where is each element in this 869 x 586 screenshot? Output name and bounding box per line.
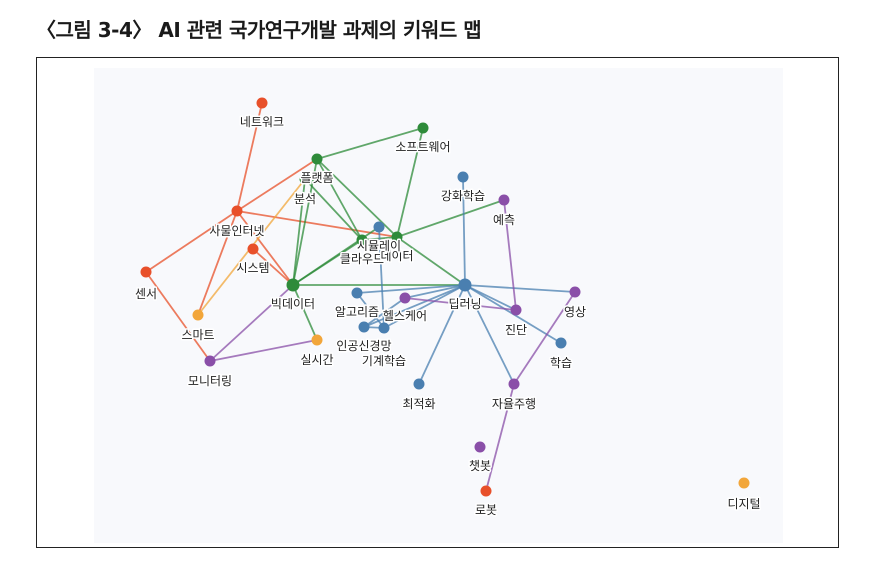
node-label-network: 네트워크	[240, 115, 284, 129]
node-optimization	[413, 378, 425, 390]
node-label-sensor: 센서	[135, 287, 157, 301]
node-reinforcement	[457, 171, 469, 183]
node-label-data: 데이터	[380, 249, 413, 263]
node-label-robot: 로봇	[475, 503, 497, 517]
node-deeplearning	[458, 278, 472, 292]
edge-monitoring-bigdata	[209, 284, 294, 362]
node-image	[569, 286, 581, 298]
edge-sensor-monitoring	[145, 271, 211, 362]
node-label-machinelearning: 기계학습	[362, 354, 406, 368]
edge-iot-smart	[197, 210, 238, 316]
node-label-algorithm: 알고리즘	[335, 305, 379, 319]
node-label-platform: 플랫폼	[300, 171, 333, 185]
node-layer	[140, 97, 750, 497]
node-label-healthcare: 헬스케어	[383, 309, 427, 323]
edge-software-platform	[316, 127, 424, 160]
plot-background	[94, 68, 783, 543]
edge-deeplearning-autonomous	[464, 284, 515, 385]
node-label-optimization: 최적화	[402, 397, 435, 411]
edge-platform-cloud	[316, 158, 363, 241]
edge-software-data	[396, 127, 424, 238]
node-label-iot: 사물인터넷	[209, 224, 264, 238]
node-label-smart: 스마트	[181, 328, 214, 342]
edge-reinforcement-deeplearning	[462, 176, 466, 286]
edge-analysis-bigdata	[292, 178, 306, 286]
node-label-bigdata: 빅데이터	[271, 297, 315, 311]
node-simulation	[373, 221, 385, 233]
node-prediction	[498, 194, 510, 206]
node-smart	[192, 309, 204, 321]
node-label-cloud: 클라우드	[340, 252, 384, 266]
node-robot	[480, 485, 492, 497]
edge-system-bigdata	[252, 248, 294, 286]
node-platform	[311, 153, 323, 165]
node-label-neuralnet: 인공신경망	[336, 339, 391, 353]
node-data	[391, 231, 403, 243]
edge-deeplearning-machinelearning	[383, 284, 466, 329]
edge-diagnosis-healthcare	[404, 297, 517, 311]
edge-simulation-machinelearning	[378, 226, 385, 329]
node-label-monitoring: 모니터링	[188, 374, 232, 388]
node-label-autonomous: 자율주행	[492, 396, 536, 411]
node-diagnosis	[510, 304, 522, 316]
node-label-image: 영상	[564, 305, 586, 319]
edge-deeplearning-algorithm	[356, 284, 466, 294]
node-neuralnet	[358, 321, 370, 333]
node-software	[417, 122, 429, 134]
edge-deeplearning-neuralnet	[363, 284, 466, 328]
node-label-chatbot: 챗봇	[469, 458, 491, 473]
node-label-system: 시스템	[236, 261, 269, 275]
node-label-digital: 디지털	[727, 497, 760, 511]
edge-monitoring-realtime	[209, 339, 318, 362]
edge-autonomous-robot	[485, 383, 515, 492]
edge-analysis-cloud	[304, 178, 363, 241]
node-label-realtime: 실시간	[300, 353, 333, 367]
node-cloud	[356, 234, 368, 246]
edge-platform-data	[316, 158, 398, 238]
node-machinelearning	[378, 322, 390, 334]
edge-image-autonomous	[513, 291, 576, 385]
edge-data-deeplearning	[396, 236, 466, 286]
edge-bigdata-realtime	[292, 284, 318, 341]
node-label-deeplearning: 딥러닝	[448, 297, 481, 311]
edge-iot-sensor	[145, 210, 238, 273]
node-digital	[738, 477, 750, 489]
edge-iot-platform	[236, 158, 318, 212]
node-bigdata	[286, 278, 300, 292]
node-label-diagnosis: 진단	[505, 323, 527, 337]
node-monitoring	[204, 355, 216, 367]
node-algorithm	[351, 287, 363, 299]
node-system	[247, 243, 259, 255]
edge-platform-bigdata	[292, 158, 318, 286]
edge-layer	[145, 102, 576, 492]
node-sensor	[140, 266, 152, 278]
edge-deeplearning-image	[464, 284, 576, 293]
node-iot	[231, 205, 243, 217]
node-label-reinforcement: 강화학습	[441, 189, 485, 203]
node-label-software: 소프트웨어	[395, 140, 450, 154]
edge-iot-bigdata	[236, 210, 294, 286]
node-healthcare	[399, 292, 411, 304]
edge-neuralnet-healthcare	[363, 297, 406, 328]
edge-data-prediction	[396, 199, 505, 238]
node-autonomous	[508, 378, 520, 390]
node-chatbot	[474, 441, 486, 453]
edge-prediction-diagnosis	[503, 199, 517, 311]
node-realtime	[311, 334, 323, 346]
edge-deeplearning-healthcare	[404, 284, 466, 299]
edge-network-iot	[236, 102, 263, 212]
node-label-prediction: 예측	[493, 213, 515, 227]
node-analysis	[299, 173, 311, 185]
node-network	[256, 97, 268, 109]
node-label-analysis: 분석	[294, 192, 316, 206]
node-learning	[555, 337, 567, 349]
node-label-learning: 학습	[550, 356, 572, 370]
node-label-simulation: 시뮬레이	[357, 239, 401, 253]
figure-caption: 〈그림 3-4〉 AI 관련 국가연구개발 과제의 키워드 맵	[36, 18, 482, 42]
edge-algorithm-machinelearning	[356, 292, 385, 329]
edge-deeplearning-optimization	[418, 284, 466, 385]
